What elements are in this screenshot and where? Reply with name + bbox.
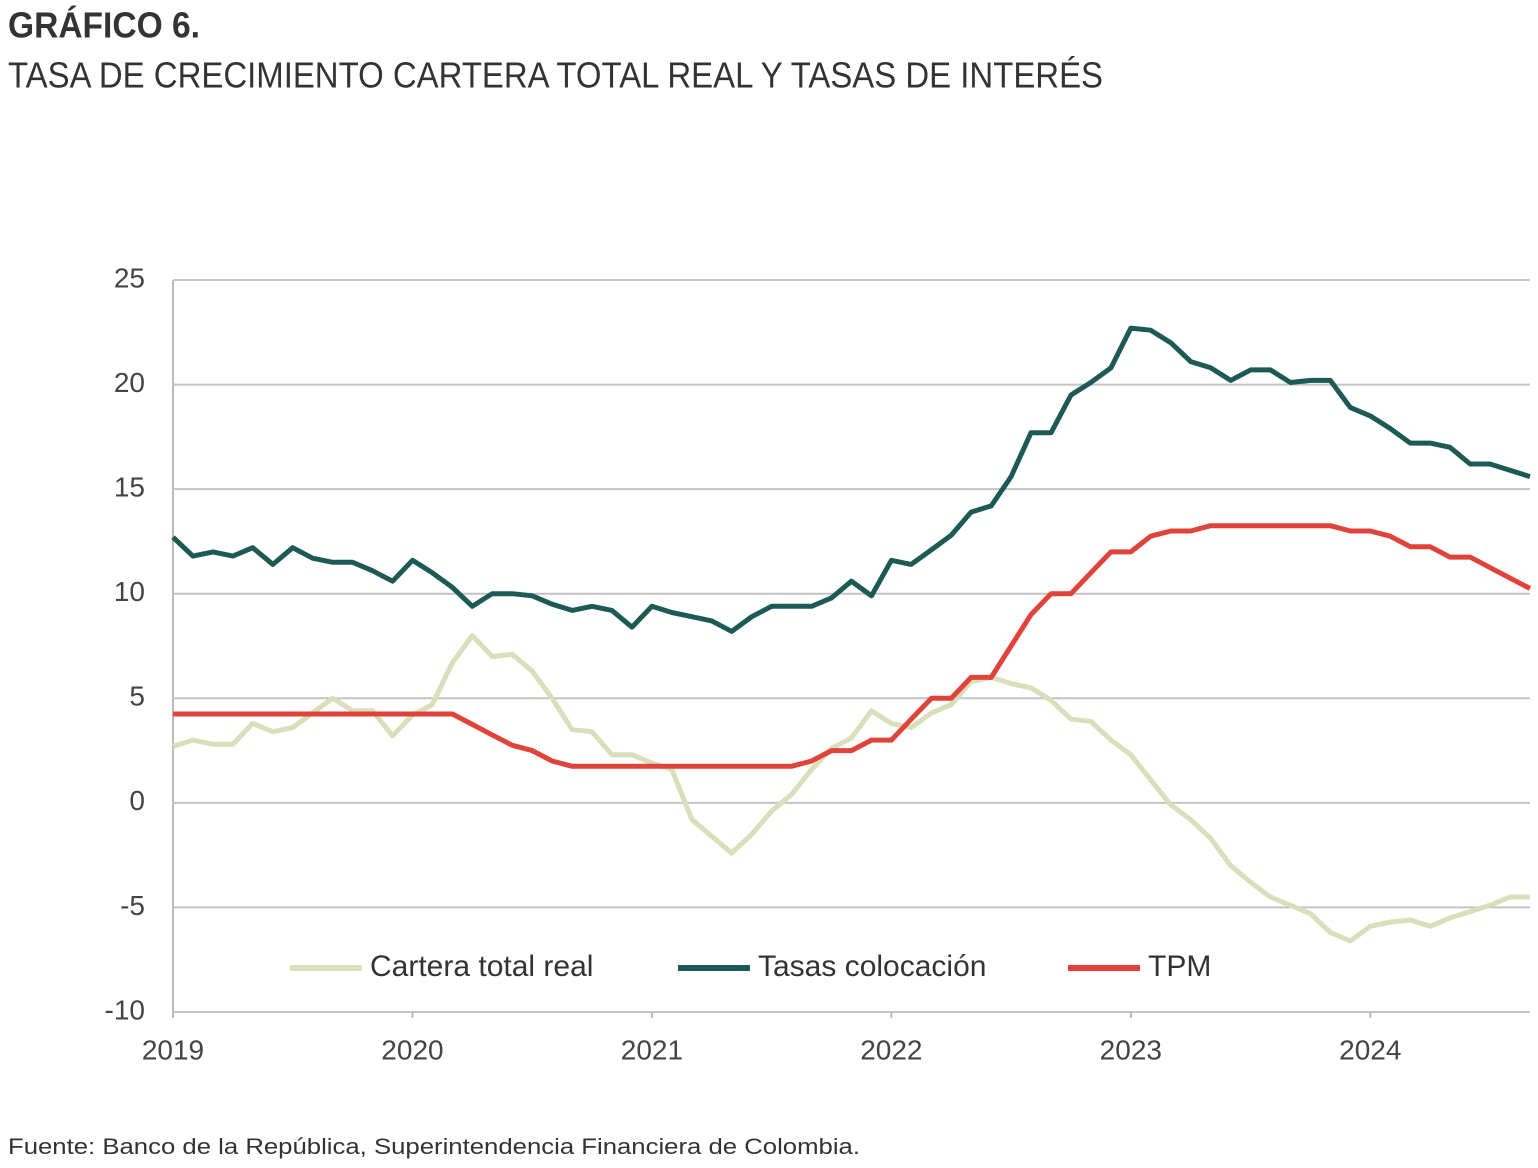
- source-note: Fuente: Banco de la República, Superinte…: [8, 1134, 860, 1159]
- x-tick-label: 2022: [860, 1034, 922, 1065]
- y-tick-label: 0: [129, 785, 145, 816]
- legend-label: Tasas colocación: [758, 950, 986, 983]
- x-tick-label: 2021: [621, 1034, 683, 1065]
- y-tick-label: 25: [114, 262, 145, 293]
- y-tick-label: -5: [120, 890, 145, 921]
- chart-title: GRÁFICO 6.: [8, 5, 200, 46]
- y-tick-label: 10: [114, 576, 145, 607]
- series-line: [173, 523, 1532, 769]
- y-tick-label: 20: [114, 367, 145, 398]
- y-tick-label: 15: [114, 472, 145, 503]
- legend-label: TPM: [1148, 950, 1211, 983]
- y-tick-label: 5: [129, 681, 145, 712]
- series-line: [171, 325, 1531, 634]
- x-tick-label: 2019: [142, 1034, 204, 1065]
- x-tick-label: 2020: [381, 1034, 443, 1065]
- chart-subtitle: TASA DE CRECIMIENTO CARTERA TOTAL REAL Y…: [8, 55, 1103, 96]
- legend-label: Cartera total real: [370, 950, 593, 983]
- series-line: [172, 633, 1530, 944]
- x-tick-label: 2024: [1339, 1034, 1401, 1065]
- y-tick-label: -10: [105, 994, 145, 1025]
- x-tick-label: 2023: [1100, 1034, 1162, 1065]
